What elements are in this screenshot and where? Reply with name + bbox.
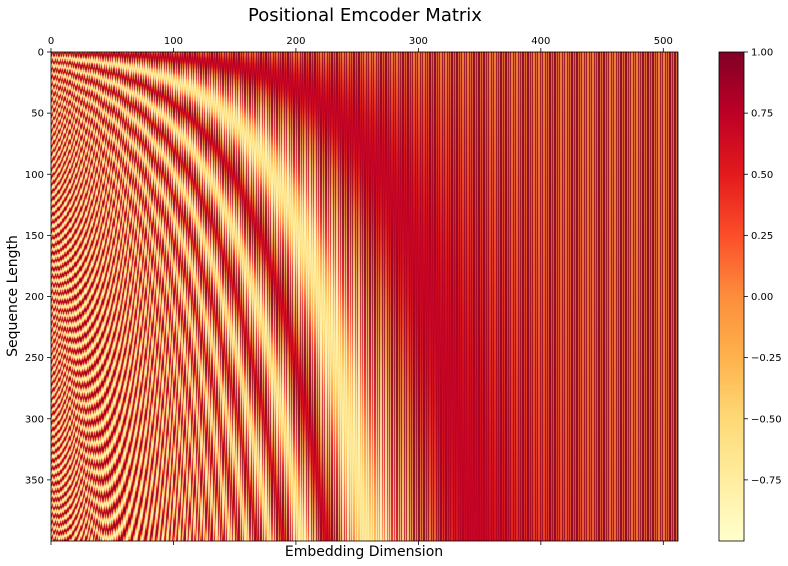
x-tick-label: 200 <box>286 36 305 47</box>
x-axis-label: Embedding Dimension <box>285 544 443 560</box>
colorbar-tick-label: −0.25 <box>751 353 782 364</box>
y-tick-label: 200 <box>25 292 44 303</box>
y-tick-label: 150 <box>25 231 44 242</box>
y-axis: 0 50 100 150 200 250 300 350 <box>25 48 51 486</box>
y-axis-label: Sequence Length <box>5 235 21 357</box>
y-tick-label: 100 <box>25 170 44 181</box>
colorbar: 1.00 0.75 0.50 0.25 0.00 −0.25 −0.50 −0.75 <box>718 48 782 542</box>
colorbar-ticks: 1.00 0.75 0.50 0.25 0.00 −0.25 −0.50 −0.75 <box>744 48 782 486</box>
heatmap-canvas <box>51 52 678 541</box>
y-tick-label: 50 <box>31 109 44 120</box>
colorbar-tick-label: 0.25 <box>751 231 773 242</box>
x-axis: 0 100 200 300 400 500 <box>48 36 673 545</box>
colorbar-tick-label: −0.75 <box>751 475 782 486</box>
y-tick-label: 0 <box>38 48 44 59</box>
x-tick-label: 0 <box>48 36 54 47</box>
colorbar-tick-label: 0.50 <box>751 170 773 181</box>
y-tick-label: 300 <box>25 414 44 425</box>
colorbar-tick-label: 1.00 <box>751 48 773 59</box>
x-tick-label: 300 <box>409 36 428 47</box>
colorbar-gradient <box>718 51 745 542</box>
heatmap-area <box>50 51 679 542</box>
colorbar-tick-label: 0.75 <box>751 109 773 120</box>
x-tick-label: 500 <box>654 36 673 47</box>
y-tick-label: 350 <box>25 475 44 486</box>
y-tick-label: 250 <box>25 353 44 364</box>
x-tick-label: 400 <box>531 36 550 47</box>
colorbar-tick-label: −0.50 <box>751 414 782 425</box>
chart-title: Positional Emcoder Matrix <box>248 5 482 26</box>
colorbar-tick-label: 0.00 <box>751 292 773 303</box>
x-tick-label: 100 <box>164 36 183 47</box>
